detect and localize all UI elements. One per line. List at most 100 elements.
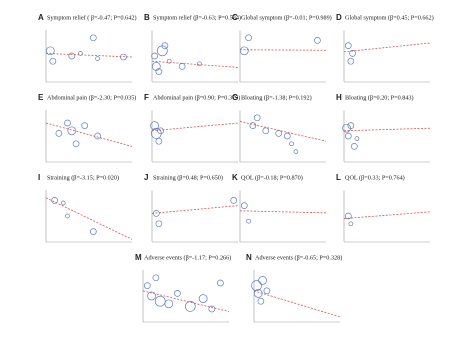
bubble [154, 295, 166, 307]
bubble [344, 212, 352, 220]
bubble [143, 282, 151, 289]
bubble [230, 197, 238, 204]
fit-line [151, 122, 239, 132]
panel-title: Bloating (β=-1.38; P=0.192) [241, 94, 312, 101]
bubble [78, 51, 83, 56]
panel-label: F [144, 93, 149, 102]
bubble [157, 127, 164, 135]
panel-label: J [144, 173, 148, 182]
bubble [156, 45, 168, 57]
panel-label: B [144, 13, 150, 22]
panel-title: Bloating (β=0.20; P=0.843) [345, 94, 414, 101]
bubble [246, 218, 251, 224]
bubble [349, 50, 356, 57]
panel-label: C [232, 13, 238, 22]
bubble [64, 119, 71, 127]
fit-line [239, 121, 327, 142]
panel-title: QOL (β=-0.18; P=0.870) [241, 174, 303, 181]
bubble [155, 137, 163, 145]
bubble [263, 287, 271, 295]
fit-line [343, 211, 431, 219]
panel-title: Adverse events (β=-1.17; P=0.266) [144, 254, 231, 261]
fit-line [151, 60, 239, 68]
bubble [258, 276, 267, 285]
fit-line [45, 197, 133, 240]
bubble [45, 46, 55, 56]
bubble [348, 221, 354, 227]
fit-line [151, 205, 239, 214]
bubble [240, 202, 248, 209]
fit-line [253, 290, 341, 318]
bubble [350, 143, 358, 150]
bubble [151, 62, 161, 71]
bubble [178, 63, 186, 70]
bubble [95, 56, 100, 61]
bubble [89, 228, 97, 235]
bubble [344, 132, 352, 140]
bubble [60, 200, 66, 206]
bubble [155, 220, 163, 228]
panel-label: L [336, 173, 341, 182]
bubble [198, 294, 208, 303]
bubble [239, 46, 249, 56]
fit-line [142, 290, 230, 312]
bubble [174, 290, 181, 297]
panel-label: G [232, 93, 238, 102]
fit-line [343, 127, 431, 132]
panel-label: A [38, 13, 44, 22]
bubble [347, 122, 355, 129]
bubble [342, 123, 351, 133]
bubble [155, 68, 163, 75]
bubble [72, 140, 80, 148]
bubble [55, 130, 63, 137]
bubble [120, 53, 127, 61]
bubble [251, 280, 262, 291]
bubble [65, 213, 70, 219]
panel-label: I [38, 173, 40, 182]
bubble [253, 114, 261, 122]
bubble [257, 297, 265, 305]
fit-line [45, 122, 133, 147]
bubble [161, 42, 169, 49]
bubble [249, 122, 257, 129]
fit-line [343, 42, 431, 53]
bubble [164, 299, 174, 309]
panel-title: Symptom relief ( β=-0.47; P=0.642) [47, 14, 137, 21]
bubble [217, 279, 224, 287]
bubble [94, 132, 101, 140]
fit-line [45, 53, 133, 58]
panel-label: H [336, 93, 342, 102]
panel-label: N [246, 253, 252, 262]
panel-title: Abdominal pain (β=-2.30; P=0.035) [47, 94, 136, 101]
bubble [196, 61, 202, 67]
panel-title: Global symptom (β=-0.01; P=0.989) [241, 14, 332, 21]
panel-title: Global symptom (β=0.45; P=0.662) [345, 14, 434, 21]
bubble [166, 58, 172, 64]
panel-label: M [135, 253, 142, 262]
panel-title: Straining (β=0.48; P=0.650) [153, 174, 223, 181]
bubble [151, 52, 158, 60]
bubble [150, 121, 159, 130]
bubble [275, 130, 283, 137]
bubble [347, 57, 355, 65]
bubble [344, 42, 352, 49]
bubble [354, 136, 360, 141]
panel-label: E [38, 93, 44, 102]
bubble [283, 132, 291, 140]
panel-title: Adverse events (β=-0.65; P=0.328) [255, 254, 342, 261]
bubble [208, 305, 216, 313]
panel-label: K [232, 173, 238, 182]
bubble [184, 301, 196, 312]
fit-line [239, 210, 327, 214]
bubble [314, 37, 321, 44]
bubble [68, 52, 76, 60]
panel-title: QOL (β=0.33; P=0.764) [345, 174, 405, 181]
bubble [262, 127, 270, 135]
bubble [67, 126, 77, 136]
bubble [152, 274, 160, 282]
panel-label: D [336, 13, 342, 22]
panel-title: Abdominal pain (β=0.90; P=0.379) [153, 94, 240, 101]
bubble [89, 34, 97, 42]
panel-title: Straining (β=-3.15; P=0.020) [47, 174, 119, 181]
